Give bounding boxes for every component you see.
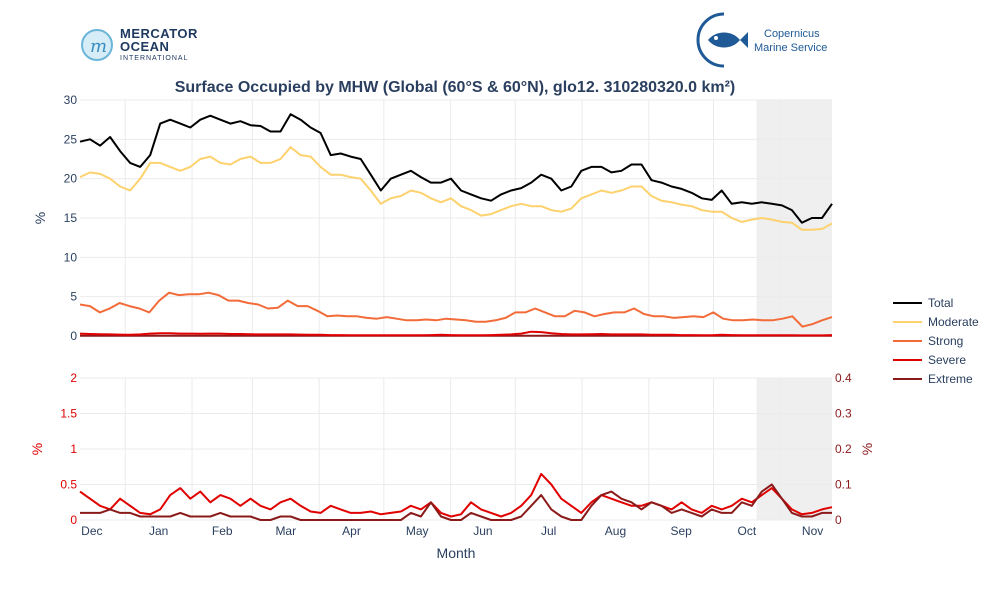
bottom-series-line-extreme	[80, 483, 832, 521]
y-tick-label: 10	[64, 250, 78, 264]
x-tick-label: May	[406, 524, 429, 538]
mercator-logo-line2: OCEAN	[120, 39, 170, 54]
y-tick-label-right: 0.3	[835, 407, 852, 421]
y-tick-label-left: 2	[70, 371, 77, 385]
x-tick-label: Sep	[670, 524, 692, 538]
x-tick-label: Apr	[342, 524, 361, 538]
copernicus-logo-line1: Copernicus	[764, 28, 820, 40]
chart-title: Surface Occupied by MHW (Global (60°S & …	[175, 79, 736, 96]
legend-item-total[interactable]: Total	[893, 296, 953, 310]
legend-item-severe[interactable]: Severe	[893, 353, 966, 367]
x-tick-label: Nov	[802, 524, 823, 538]
y-tick-label-right: 0.4	[835, 371, 852, 385]
legend-label: Moderate	[928, 315, 979, 329]
y-tick-label-right: 0.1	[835, 478, 852, 492]
y-tick-label-left: 0.5	[60, 478, 77, 492]
legend-item-moderate[interactable]: Moderate	[893, 315, 979, 329]
mercator-logo-line3: INTERNATIONAL	[120, 55, 189, 62]
x-tick-label: Jan	[149, 524, 168, 538]
legend-label: Strong	[928, 334, 963, 348]
series-line-severe	[79, 330, 833, 337]
x-tick-label: Mar	[275, 524, 296, 538]
fish-icon	[696, 12, 748, 68]
bottom-panel: 0 0.5 1 1.5 2 0 0.1 0.2 0.3 0.4%%	[29, 371, 875, 527]
y-tick-label: 15	[64, 211, 78, 225]
legend-label: Extreme	[928, 372, 973, 386]
x-tick-label: Feb	[212, 524, 233, 538]
copernicus-logo-line2: Marine Service	[754, 42, 828, 54]
bottom-series-line-severe	[79, 472, 833, 518]
y-tick-label-right: 0.2	[835, 442, 852, 456]
series-line-moderate	[79, 146, 833, 231]
y-tick-label-left: 0	[70, 513, 77, 527]
top-y-axis-title: %	[32, 212, 48, 224]
legend-label: Severe	[928, 353, 966, 367]
y-tick-label: 30	[64, 93, 78, 107]
series-line-strong	[79, 291, 833, 328]
x-tick-label: Aug	[605, 524, 626, 538]
y-tick-label: 5	[70, 290, 77, 304]
x-tick-label: Jul	[541, 524, 556, 538]
svg-text:m: m	[90, 36, 107, 57]
mercator-logo-line1: MERCATOR	[120, 26, 198, 41]
y-tick-label: 25	[64, 132, 78, 146]
legend-item-strong[interactable]: Strong	[893, 334, 963, 348]
y-tick-label: 20	[64, 172, 78, 186]
y-tick-label-left: 1.5	[60, 407, 77, 421]
copernicus-logo: Copernicus Marine Service	[696, 12, 836, 70]
legend-label: Total	[928, 296, 953, 310]
x-tick-label: Dec	[81, 524, 102, 538]
x-axis-title: Month	[437, 545, 476, 561]
mercator-logo: m MERCATOR OCEAN INTERNATIONAL	[80, 26, 220, 66]
x-tick-label: Jun	[473, 524, 492, 538]
x-axis-ticks: Dec Jan Feb Mar Apr May Jun Jul Aug Sep Oct Nov	[81, 524, 823, 538]
series-line-total	[79, 113, 833, 224]
x-tick-label: Oct	[738, 524, 757, 538]
bottom-y-axis-title-left: %	[29, 443, 45, 455]
y-tick-label: 0	[70, 329, 77, 343]
y-tick-label-left: 1	[70, 442, 77, 456]
y-tick-label-right: 0	[835, 513, 842, 527]
legend[interactable]: Total Moderate Strong Severe Extreme	[893, 296, 979, 386]
top-panel: 0 5 10 15 20 25 30%	[32, 93, 833, 343]
mercator-logo-icon: m	[81, 29, 113, 61]
legend-item-extreme[interactable]: Extreme	[893, 372, 973, 386]
bottom-y-axis-title-right: %	[859, 443, 875, 455]
